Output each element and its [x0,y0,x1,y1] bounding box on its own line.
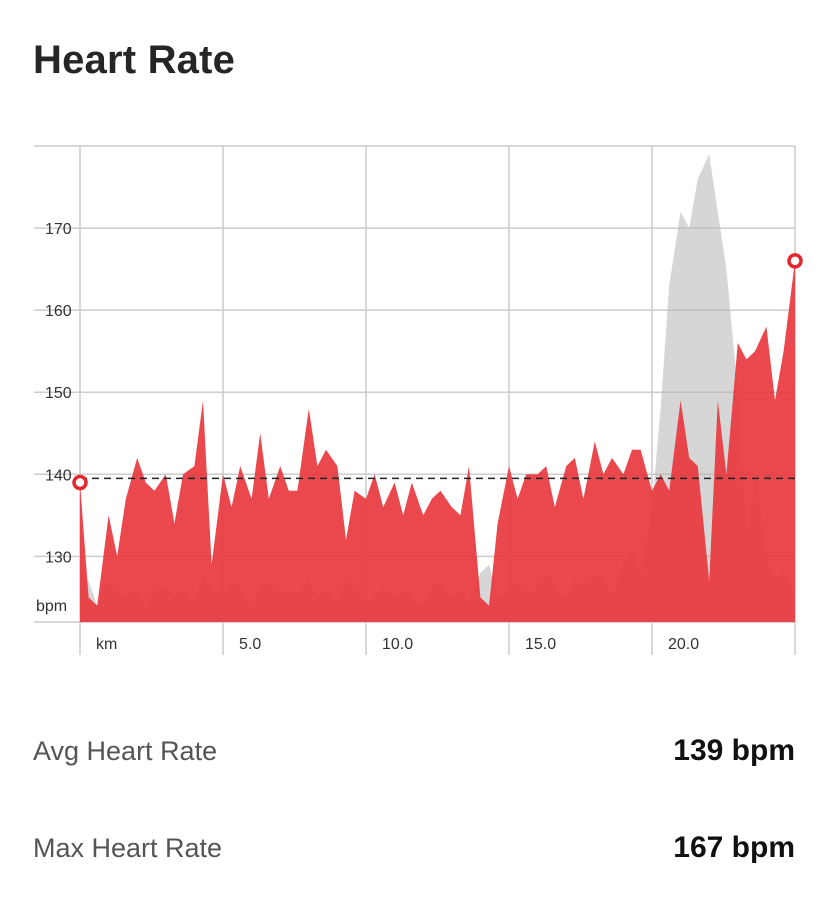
y-tick-label: 170 [45,221,72,238]
avg-heart-rate-row: Avg Heart Rate 139 bpm [33,731,795,771]
y-tick-label: 150 [45,385,72,402]
main-series-area [80,260,795,622]
avg-heart-rate-label: Avg Heart Rate [33,735,218,766]
x-tick-label: 20.0 [668,636,699,653]
max-heart-rate-value: 167 bpm [673,831,795,864]
y-tick-label: 160 [45,303,72,320]
x-tick-label: 15.0 [525,636,556,653]
x-unit-label: km [96,636,117,653]
x-tick-label: 10.0 [382,636,413,653]
max-heart-rate-label: Max Heart Rate [33,832,223,863]
end-marker [787,253,803,269]
y-tick-label: 130 [45,549,72,566]
chart-axes: 130 140 150 160 170 bpm km 5.0 10.0 15.0 20.0 [36,221,699,653]
max-heart-rate-row: Max Heart Rate 167 bpm [33,828,795,868]
chart-series [72,154,803,622]
y-unit-label: bpm [36,598,67,615]
x-tick-label: 5.0 [239,636,261,653]
y-tick-label: 140 [45,467,72,484]
page-title: Heart Rate [33,38,236,82]
heart-rate-chart: 130 140 150 160 170 bpm km 5.0 10.0 15.0 20.0 [34,145,803,655]
avg-heart-rate-value: 139 bpm [673,734,795,767]
start-marker [72,474,88,491]
